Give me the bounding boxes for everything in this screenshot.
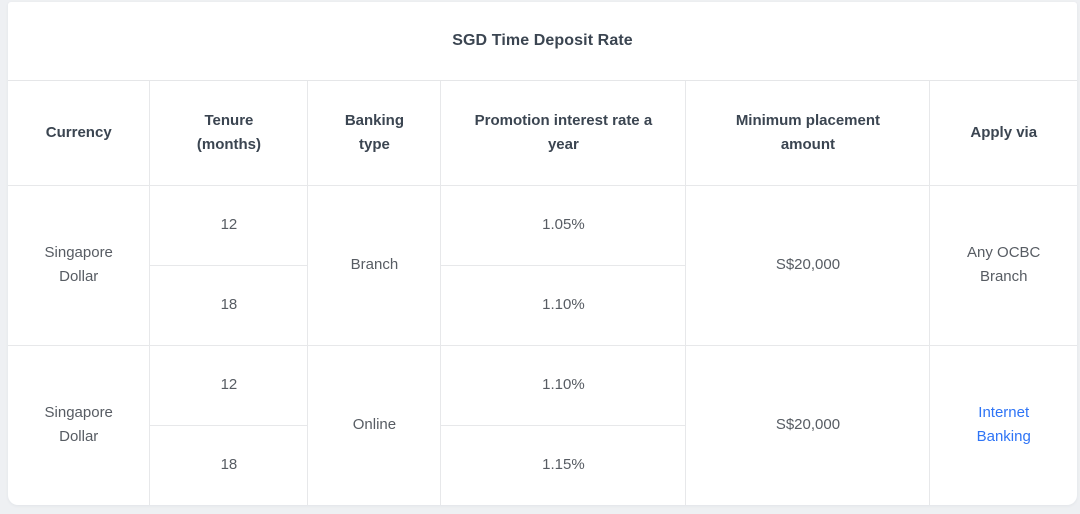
cell-tenure-online-12: 12 — [149, 344, 309, 426]
table-title-bar: SGD Time Deposit Rate — [8, 2, 1077, 81]
column-header-promo-rate: Promotion interest rate a year — [440, 80, 687, 186]
cell-min-amount-branch: S$20,000 — [685, 184, 931, 346]
table-row: 18 1.10% — [8, 264, 1077, 346]
internet-banking-link[interactable]: Internet Banking — [976, 404, 1031, 446]
deposit-rate-table: Currency Tenure (months) Banking type Pr… — [8, 80, 1077, 505]
column-header-apply-via: Apply via — [929, 80, 1077, 186]
table-row: Singapore Dollar 12 Branch 1.05% S$20,00… — [8, 184, 1077, 346]
column-header-tenure: Tenure (months) — [149, 80, 309, 186]
cell-rate-online-18: 1.15% — [440, 424, 687, 505]
table-row: 18 1.15% — [8, 424, 1077, 505]
cell-currency-branch: Singapore Dollar — [8, 184, 151, 346]
column-header-apply-via-label: Apply via — [970, 123, 1038, 141]
table-title: SGD Time Deposit Rate — [452, 32, 633, 49]
cell-banking-type-branch: Branch — [307, 184, 442, 346]
cell-apply-via-online: Internet Banking — [929, 344, 1077, 505]
cell-rate-online-12: 1.10% — [440, 344, 687, 426]
apply-via-branch-label: Any OCBC Branch — [967, 244, 1041, 285]
column-header-currency: Currency — [8, 80, 151, 186]
cell-banking-type-online: Online — [307, 344, 442, 505]
column-header-banking-type-label: Banking type — [344, 111, 405, 153]
cell-rate-branch-18: 1.10% — [440, 264, 687, 346]
column-header-min-amount-label: Minimum placement amount — [735, 111, 881, 153]
cell-tenure-branch-12: 12 — [149, 184, 309, 266]
column-header-promo-rate-label: Promotion interest rate a year — [474, 111, 653, 153]
column-header-currency-label: Currency — [45, 123, 112, 141]
cell-tenure-online-18: 18 — [149, 424, 309, 505]
column-header-banking-type: Banking type — [307, 80, 442, 186]
cell-tenure-branch-18: 18 — [149, 264, 309, 346]
table-row: Singapore Dollar 12 Online 1.10% S$20,00… — [8, 344, 1077, 505]
cell-currency-online: Singapore Dollar — [8, 344, 151, 505]
rate-table-card: SGD Time Deposit Rate Currency Tenure (m… — [8, 2, 1077, 505]
header-row: Currency Tenure (months) Banking type Pr… — [8, 80, 1077, 186]
column-header-min-amount: Minimum placement amount — [685, 80, 931, 186]
cell-min-amount-online: S$20,000 — [685, 344, 931, 505]
cell-apply-via-branch: Any OCBC Branch — [929, 184, 1077, 346]
cell-rate-branch-12: 1.05% — [440, 184, 687, 266]
column-header-tenure-label: Tenure (months) — [196, 111, 262, 153]
